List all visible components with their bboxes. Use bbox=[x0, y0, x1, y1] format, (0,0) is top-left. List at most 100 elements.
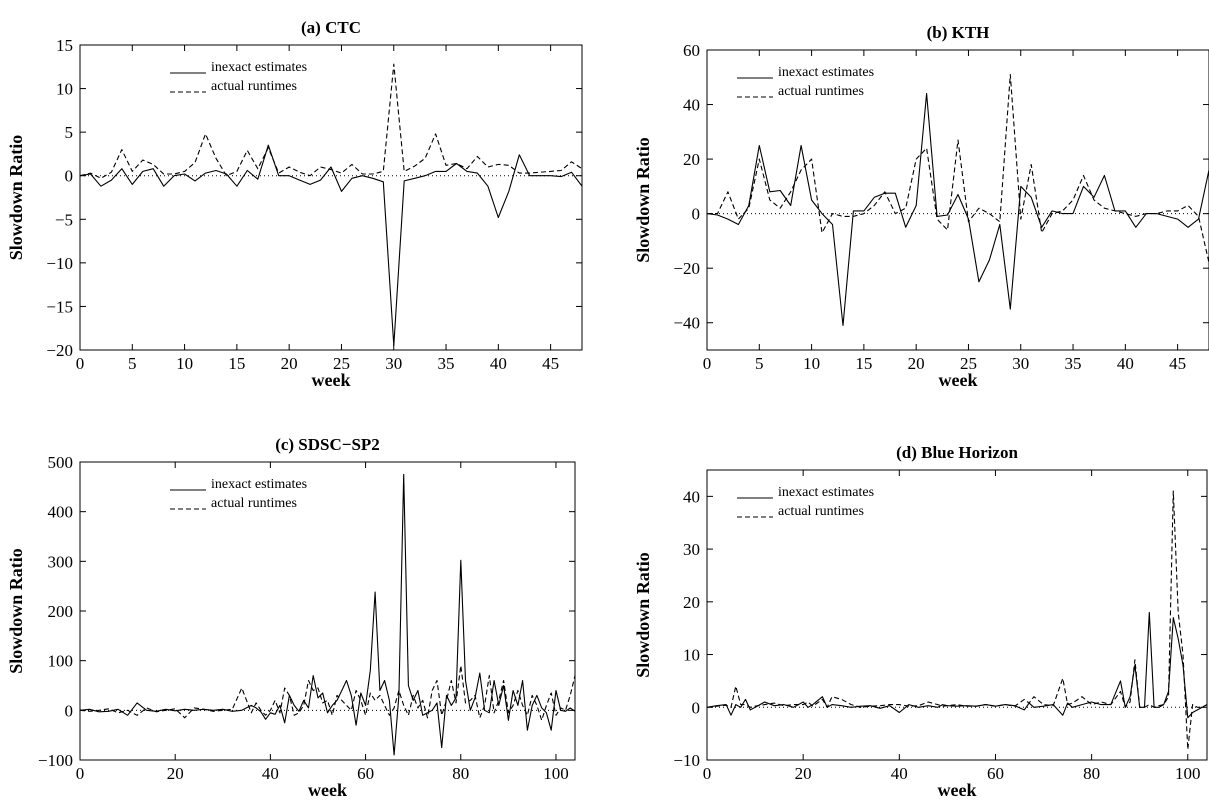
y-tick-label: 10 bbox=[56, 80, 73, 99]
y-tick-label: 40 bbox=[683, 487, 700, 506]
y-tick-label: 30 bbox=[683, 540, 700, 559]
y-tick-label: 5 bbox=[65, 123, 74, 142]
y-tick-label: −5 bbox=[55, 210, 73, 229]
x-tick-label: 40 bbox=[1117, 354, 1134, 373]
y-tick-label: −10 bbox=[46, 254, 73, 273]
axes-frame bbox=[79, 461, 576, 761]
y-tick-label: 0 bbox=[692, 205, 701, 224]
chart-title: (d) Blue Horizon bbox=[896, 443, 1018, 462]
x-tick-label: 100 bbox=[1175, 764, 1201, 783]
x-tick-label: 20 bbox=[167, 764, 184, 783]
legend-label: actual runtimes bbox=[211, 496, 297, 511]
y-tick-label: −40 bbox=[673, 314, 700, 333]
y-tick-label: 0 bbox=[692, 698, 701, 717]
x-tick-label: 60 bbox=[357, 764, 374, 783]
x-tick-label: 5 bbox=[128, 354, 137, 373]
y-tick-label: 60 bbox=[683, 41, 700, 60]
x-tick-label: 10 bbox=[176, 354, 193, 373]
chart-title: (a) CTC bbox=[301, 18, 361, 37]
axes-frame bbox=[706, 469, 1208, 761]
plot-area bbox=[707, 73, 1209, 327]
y-tick-label: 300 bbox=[48, 552, 74, 571]
x-tick-label: 25 bbox=[333, 354, 350, 373]
legend: inexact estimates actual runtimes bbox=[170, 477, 307, 511]
y-tick-label: 40 bbox=[683, 96, 700, 115]
x-tick-label: 25 bbox=[960, 354, 977, 373]
y-tick-label: 20 bbox=[683, 593, 700, 612]
y-axis-label: Slowdown Ratio bbox=[633, 552, 653, 678]
axes-frame bbox=[706, 49, 1209, 351]
y-tick-label: −15 bbox=[46, 297, 73, 316]
x-tick-label: 30 bbox=[1012, 354, 1029, 373]
series-line-actual-runtimes bbox=[80, 63, 582, 179]
x-tick-label: 30 bbox=[385, 354, 402, 373]
legend-label: actual runtimes bbox=[211, 79, 297, 94]
chart-panel-ctc: (a) CTC 0 5 10 15 20 25 30 35 40 45 −20 −15 −10 −5 0 5 10… bbox=[6, 18, 583, 390]
x-tick-label: 60 bbox=[987, 764, 1004, 783]
legend-label: inexact estimates bbox=[211, 60, 307, 75]
y-tick-label: 400 bbox=[48, 503, 74, 522]
y-tick-label: −20 bbox=[673, 259, 700, 278]
y-axis-label: Slowdown Ratio bbox=[6, 135, 26, 261]
x-tick-label: 40 bbox=[891, 764, 908, 783]
x-axis-label: week bbox=[939, 370, 978, 390]
legend-label: actual runtimes bbox=[778, 84, 864, 99]
x-tick-label: 45 bbox=[1169, 354, 1186, 373]
x-tick-label: 0 bbox=[76, 354, 85, 373]
x-tick-label: 100 bbox=[543, 764, 569, 783]
x-tick-label: 15 bbox=[228, 354, 245, 373]
x-tick-label: 35 bbox=[438, 354, 455, 373]
series-line-inexact-estimates bbox=[707, 93, 1209, 327]
y-axis-label: Slowdown Ratio bbox=[6, 548, 26, 674]
series-line-inexact-estimates bbox=[80, 473, 575, 756]
plot-area bbox=[707, 490, 1207, 751]
x-axis-label: week bbox=[938, 780, 977, 800]
x-tick-label: 20 bbox=[281, 354, 298, 373]
legend: inexact estimates actual runtimes bbox=[737, 485, 874, 519]
chart-panel-kth: (b) KTH 0 5 10 15 20 25 30 35 40 45 −40 −20 0 20 40 60 we… bbox=[633, 23, 1209, 390]
x-axis-label: week bbox=[308, 780, 347, 800]
series-line-actual-runtimes bbox=[707, 73, 1209, 263]
x-tick-label: 40 bbox=[490, 354, 507, 373]
y-tick-label: 10 bbox=[683, 646, 700, 665]
series-line-inexact-estimates bbox=[707, 611, 1207, 719]
y-tick-label: 0 bbox=[65, 701, 74, 720]
legend-label: inexact estimates bbox=[778, 485, 874, 500]
y-axis-label: Slowdown Ratio bbox=[633, 137, 653, 263]
y-tick-label: 500 bbox=[48, 453, 74, 472]
series-line-inexact-estimates bbox=[80, 144, 582, 347]
x-tick-label: 15 bbox=[855, 354, 872, 373]
x-tick-label: 10 bbox=[803, 354, 820, 373]
series-line-actual-runtimes bbox=[707, 490, 1207, 751]
x-axis-label: week bbox=[312, 370, 351, 390]
plot-area bbox=[80, 63, 582, 347]
y-tick-label: −20 bbox=[46, 341, 73, 360]
legend: inexact estimates actual runtimes bbox=[170, 60, 307, 94]
x-tick-label: 0 bbox=[76, 764, 85, 783]
x-tick-label: 45 bbox=[542, 354, 559, 373]
chart-title: (c) SDSC−SP2 bbox=[275, 435, 380, 454]
axes-frame bbox=[79, 44, 583, 351]
x-tick-label: 80 bbox=[452, 764, 469, 783]
x-tick-label: 40 bbox=[262, 764, 279, 783]
y-tick-label: −10 bbox=[673, 751, 700, 770]
y-tick-label: 100 bbox=[48, 652, 74, 671]
x-tick-label: 35 bbox=[1065, 354, 1082, 373]
y-tick-label: −100 bbox=[38, 751, 73, 770]
series-line-actual-runtimes bbox=[80, 665, 575, 721]
legend-label: actual runtimes bbox=[778, 504, 864, 519]
legend: inexact estimates actual runtimes bbox=[737, 65, 874, 99]
x-tick-label: 5 bbox=[755, 354, 764, 373]
legend-label: inexact estimates bbox=[211, 477, 307, 492]
x-tick-label: 80 bbox=[1083, 764, 1100, 783]
x-tick-label: 20 bbox=[908, 354, 925, 373]
plot-area bbox=[80, 473, 575, 756]
y-tick-label: 15 bbox=[56, 36, 73, 55]
x-tick-label: 0 bbox=[703, 354, 712, 373]
y-tick-label: 200 bbox=[48, 602, 74, 621]
y-tick-label: 20 bbox=[683, 150, 700, 169]
y-tick-label: 0 bbox=[65, 167, 74, 186]
x-tick-label: 0 bbox=[703, 764, 712, 783]
